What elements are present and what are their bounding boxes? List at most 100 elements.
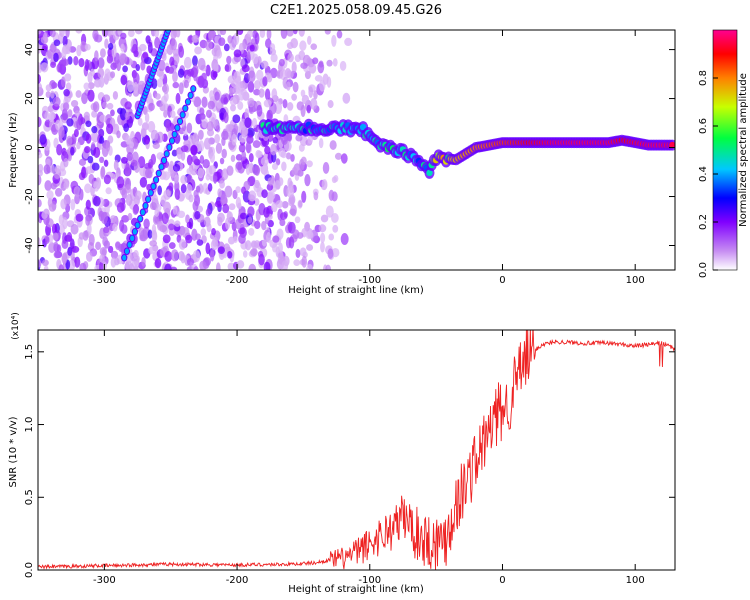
- noise-speck: [56, 144, 63, 156]
- noise-speck: [321, 179, 328, 190]
- noise-speck: [214, 91, 220, 101]
- noise-speck: [78, 58, 85, 68]
- noise-speck: [205, 39, 213, 51]
- noise-speck: [48, 113, 54, 123]
- noise-speck: [301, 94, 310, 105]
- noise-speck: [107, 42, 114, 50]
- noise-speck: [151, 224, 157, 236]
- noise-speck: [236, 260, 245, 269]
- noise-speck: [217, 188, 222, 198]
- noise-speck: [70, 223, 79, 235]
- noise-speck: [70, 146, 75, 156]
- noise-speck: [333, 174, 339, 183]
- noise-speck: [124, 101, 132, 110]
- noise-speck: [226, 250, 233, 259]
- noise-speck: [63, 89, 70, 97]
- noise-speck: [294, 216, 301, 224]
- noise-speck: [229, 96, 237, 106]
- noise-speck: [140, 229, 148, 242]
- noise-speck: [97, 57, 105, 69]
- noise-speck: [139, 177, 148, 188]
- noise-speck: [91, 126, 98, 134]
- noise-speck: [261, 220, 267, 231]
- noise-speck: [64, 73, 72, 82]
- noise-speck: [79, 262, 87, 270]
- noise-speck: [320, 214, 329, 223]
- noise-speck: [161, 212, 169, 224]
- diagonal-track-point: [131, 228, 138, 236]
- noise-speck: [205, 64, 211, 77]
- noise-speck: [298, 143, 305, 152]
- noise-speck: [94, 50, 99, 62]
- noise-speck: [212, 172, 218, 184]
- noise-speck: [106, 123, 114, 135]
- noise-speck: [332, 224, 339, 233]
- noise-speck: [91, 162, 100, 171]
- noise-speck: [278, 58, 285, 67]
- noise-speck: [262, 76, 268, 87]
- noise-speck: [298, 200, 303, 208]
- diagonal-track-point: [176, 117, 184, 125]
- noise-speck: [75, 213, 84, 222]
- noise-speck: [55, 119, 61, 131]
- noise-speck: [314, 74, 323, 82]
- noise-speck: [295, 248, 301, 258]
- diagonal-track-point: [179, 111, 186, 119]
- noise-speck: [38, 169, 43, 177]
- noise-speck: [305, 230, 314, 240]
- noise-speck: [263, 207, 270, 218]
- noise-speck: [180, 175, 188, 185]
- noise-speck: [291, 167, 298, 176]
- noise-speck: [308, 86, 314, 98]
- noise-speck: [270, 53, 278, 63]
- noise-speck: [326, 76, 332, 88]
- noise-speck: [132, 82, 139, 94]
- noise-speck: [144, 112, 150, 124]
- colorbar-tick-label: 0.6: [698, 118, 709, 134]
- noise-speck: [299, 247, 307, 257]
- noise-speck: [44, 111, 50, 121]
- diagonal-track-point: [126, 241, 133, 249]
- noise-speck: [237, 202, 242, 210]
- snr-y-ticks: 0.0 0.5 1.0 1.5: [24, 344, 675, 578]
- noise-speck: [135, 63, 141, 72]
- noise-speck: [45, 84, 52, 92]
- noise-speck: [74, 256, 81, 268]
- noise-speck: [249, 175, 256, 185]
- noise-speck: [120, 43, 125, 52]
- noise-speck: [327, 100, 334, 109]
- noise-speck: [202, 159, 210, 169]
- noise-speck: [235, 154, 243, 161]
- noise-speck: [320, 241, 325, 253]
- noise-speck: [87, 82, 95, 90]
- noise-speck: [306, 57, 313, 65]
- noise-speck: [126, 152, 133, 162]
- noise-speck: [260, 60, 269, 69]
- noise-speck: [47, 197, 53, 208]
- noise-speck: [324, 30, 331, 35]
- noise-speck: [205, 109, 212, 118]
- noise-speck: [76, 141, 81, 150]
- noise-speck: [286, 70, 294, 79]
- noise-speck: [224, 64, 230, 72]
- noise-speck: [230, 154, 236, 162]
- diagonal-track-point: [129, 234, 136, 242]
- noise-speck: [43, 265, 49, 270]
- noise-speck: [286, 185, 295, 198]
- y-tick-label: 0.5: [24, 489, 35, 505]
- diagonal-track-point: [168, 137, 176, 145]
- noise-speck: [90, 68, 95, 77]
- noise-speck: [231, 133, 237, 146]
- noise-speck: [60, 198, 67, 210]
- noise-speck: [186, 167, 193, 175]
- noise-speck: [178, 45, 185, 58]
- noise-speck: [281, 201, 289, 209]
- noise-speck: [272, 136, 278, 144]
- noise-speck: [236, 30, 244, 36]
- noise-speck: [285, 152, 292, 160]
- noise-speck: [280, 30, 288, 39]
- noise-speck: [191, 34, 200, 43]
- noise-speck: [227, 236, 235, 245]
- noise-speck: [228, 203, 236, 211]
- noise-speck: [66, 135, 73, 147]
